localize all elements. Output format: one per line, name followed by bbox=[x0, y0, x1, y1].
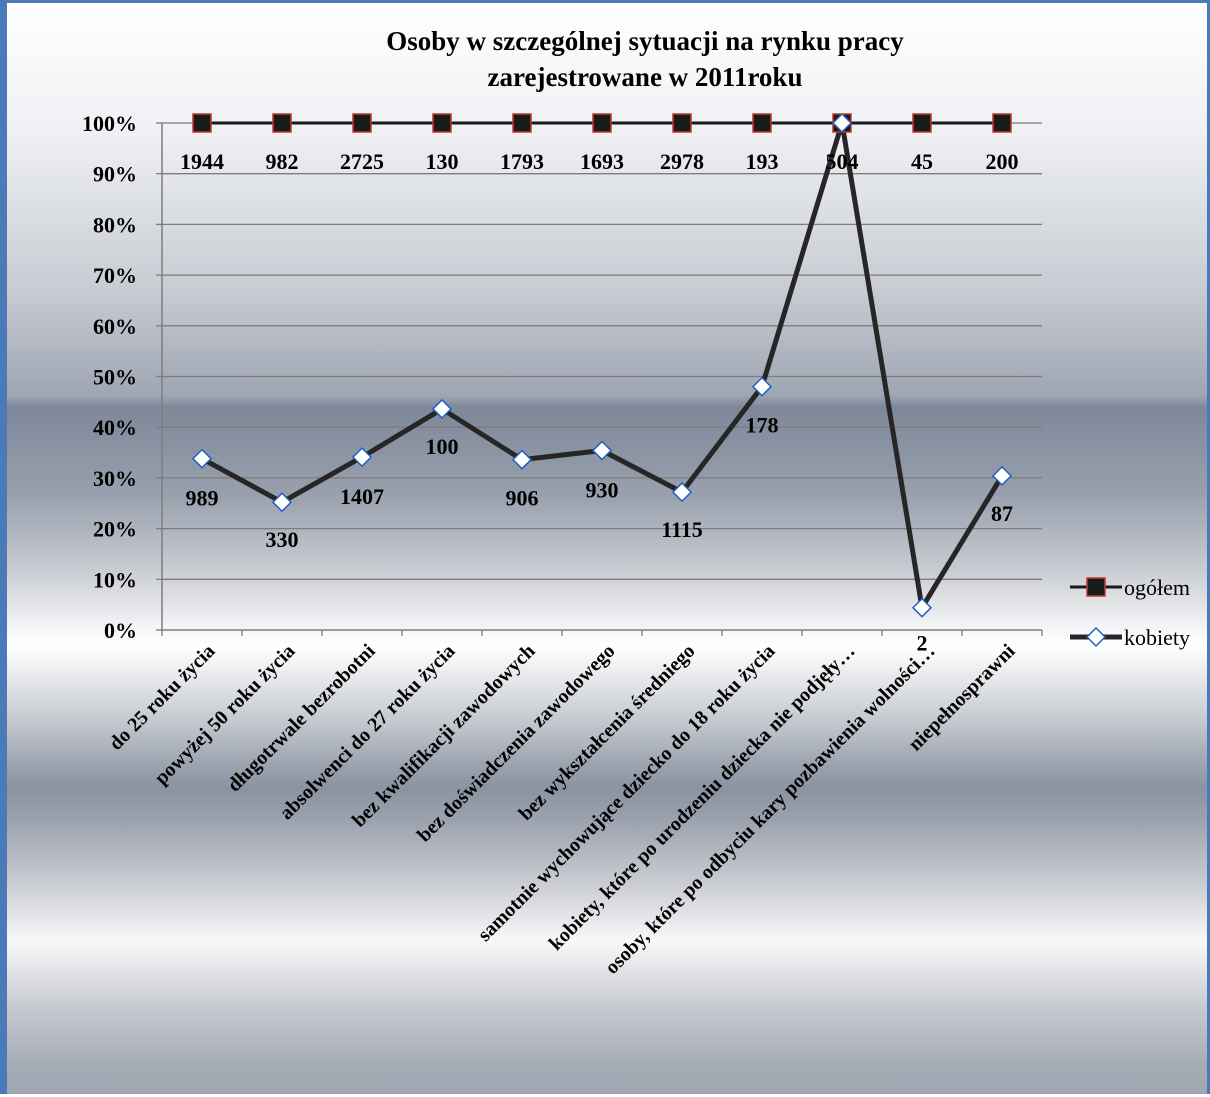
marker-ogolem-point bbox=[672, 113, 692, 133]
marker-kobiety-point bbox=[511, 449, 533, 470]
legend-marker-ogolem bbox=[1086, 577, 1106, 597]
series-lines bbox=[200, 120, 1005, 611]
data-labels: 1944 982 2725 130 1793 1693 2978 193 504 45 200 989… bbox=[180, 149, 1019, 656]
y-tick-label: 80% bbox=[93, 212, 137, 237]
data-label-kobiety: 100 bbox=[426, 434, 459, 459]
marker-ogolem-point bbox=[272, 113, 292, 133]
legend-marker-kobiety bbox=[1085, 626, 1107, 648]
chart-svg: 0% 10% 20% 30% 40% 50% 60% 70% 80% 90% 100% do 25 … bbox=[82, 26, 1190, 979]
marker-kobiety-point bbox=[671, 482, 693, 503]
x-category-label: kobiety, które po urodzeniu dziecka nie … bbox=[545, 640, 860, 955]
data-label-ogolem: 200 bbox=[986, 149, 1019, 174]
chart-title-line-2: zarejestrowane w 2011roku bbox=[488, 62, 803, 92]
data-label-kobiety: 330 bbox=[266, 527, 299, 552]
y-tick-label: 50% bbox=[93, 365, 137, 390]
data-label-kobiety: 178 bbox=[746, 413, 779, 438]
marker-ogolem-point bbox=[512, 113, 532, 133]
data-label-kobiety: 1407 bbox=[340, 484, 384, 509]
data-label-kobiety: 1115 bbox=[661, 517, 703, 542]
y-tick-label: 30% bbox=[93, 466, 137, 491]
data-label-kobiety: 930 bbox=[586, 478, 619, 503]
y-tick-label: 70% bbox=[93, 263, 137, 288]
marker-ogolem-point bbox=[992, 113, 1012, 133]
data-label-ogolem: 982 bbox=[266, 149, 299, 174]
marker-ogolem-point bbox=[432, 113, 452, 133]
marker-kobiety-point bbox=[431, 398, 453, 420]
y-tick-label: 0% bbox=[104, 618, 137, 643]
data-label-ogolem: 1693 bbox=[580, 149, 624, 174]
chart-title: Osoby w szczególnej sytuacji na rynku pr… bbox=[386, 26, 904, 92]
x-category-label: samotnie wychowujące dziecko do 18 roku … bbox=[474, 640, 780, 946]
marker-kobiety-point bbox=[831, 112, 853, 134]
data-label-ogolem: 504 bbox=[826, 149, 859, 174]
y-axis-tick-labels: 0% 10% 20% 30% 40% 50% 60% 70% 80% 90% 100% bbox=[82, 111, 137, 643]
series-markers bbox=[191, 112, 1013, 618]
marker-ogolem-point bbox=[752, 113, 772, 133]
y-tick-label: 90% bbox=[93, 162, 137, 187]
legend: ogółem kobiety bbox=[1070, 575, 1190, 650]
marker-kobiety-point bbox=[991, 465, 1013, 486]
data-label-ogolem: 2725 bbox=[340, 149, 384, 174]
y-tick-label: 20% bbox=[93, 517, 137, 542]
x-category-label: powyżej 50 roku życia bbox=[150, 640, 299, 789]
marker-kobiety-point bbox=[191, 448, 213, 469]
data-label-kobiety: 2 bbox=[917, 631, 928, 656]
data-label-kobiety: 87 bbox=[991, 501, 1013, 526]
data-label-ogolem: 130 bbox=[426, 149, 459, 174]
marker-kobiety-point bbox=[351, 447, 373, 468]
axes bbox=[156, 122, 1043, 636]
x-category-label: długotrwale bezrobotni bbox=[223, 640, 380, 797]
y-tick-label: 60% bbox=[93, 314, 137, 339]
y-tick-label: 40% bbox=[93, 415, 137, 440]
chart-title-line-1: Osoby w szczególnej sytuacji na rynku pr… bbox=[386, 26, 904, 56]
data-label-kobiety: 906 bbox=[506, 486, 539, 511]
series-line-kobiety bbox=[200, 120, 1005, 611]
marker-kobiety-point bbox=[591, 440, 613, 461]
data-label-ogolem: 1944 bbox=[180, 149, 224, 174]
marker-ogolem-point bbox=[592, 113, 612, 133]
data-label-kobiety: 989 bbox=[186, 486, 219, 511]
marker-ogolem-point bbox=[192, 113, 212, 133]
legend-label-kobiety: kobiety bbox=[1124, 625, 1190, 650]
data-label-ogolem: 2978 bbox=[660, 149, 704, 174]
data-label-ogolem: 193 bbox=[746, 149, 779, 174]
y-tick-label: 100% bbox=[82, 111, 137, 136]
marker-kobiety-point bbox=[271, 492, 293, 513]
marker-ogolem-point bbox=[912, 113, 932, 133]
marker-kobiety-point bbox=[751, 376, 773, 397]
legend-label-ogolem: ogółem bbox=[1124, 575, 1190, 600]
gridlines bbox=[162, 122, 1042, 580]
data-label-ogolem: 1793 bbox=[500, 149, 544, 174]
data-label-ogolem: 45 bbox=[911, 149, 933, 174]
y-tick-label: 10% bbox=[93, 567, 137, 592]
marker-kobiety-point bbox=[911, 597, 933, 618]
marker-ogolem-point bbox=[352, 113, 372, 133]
